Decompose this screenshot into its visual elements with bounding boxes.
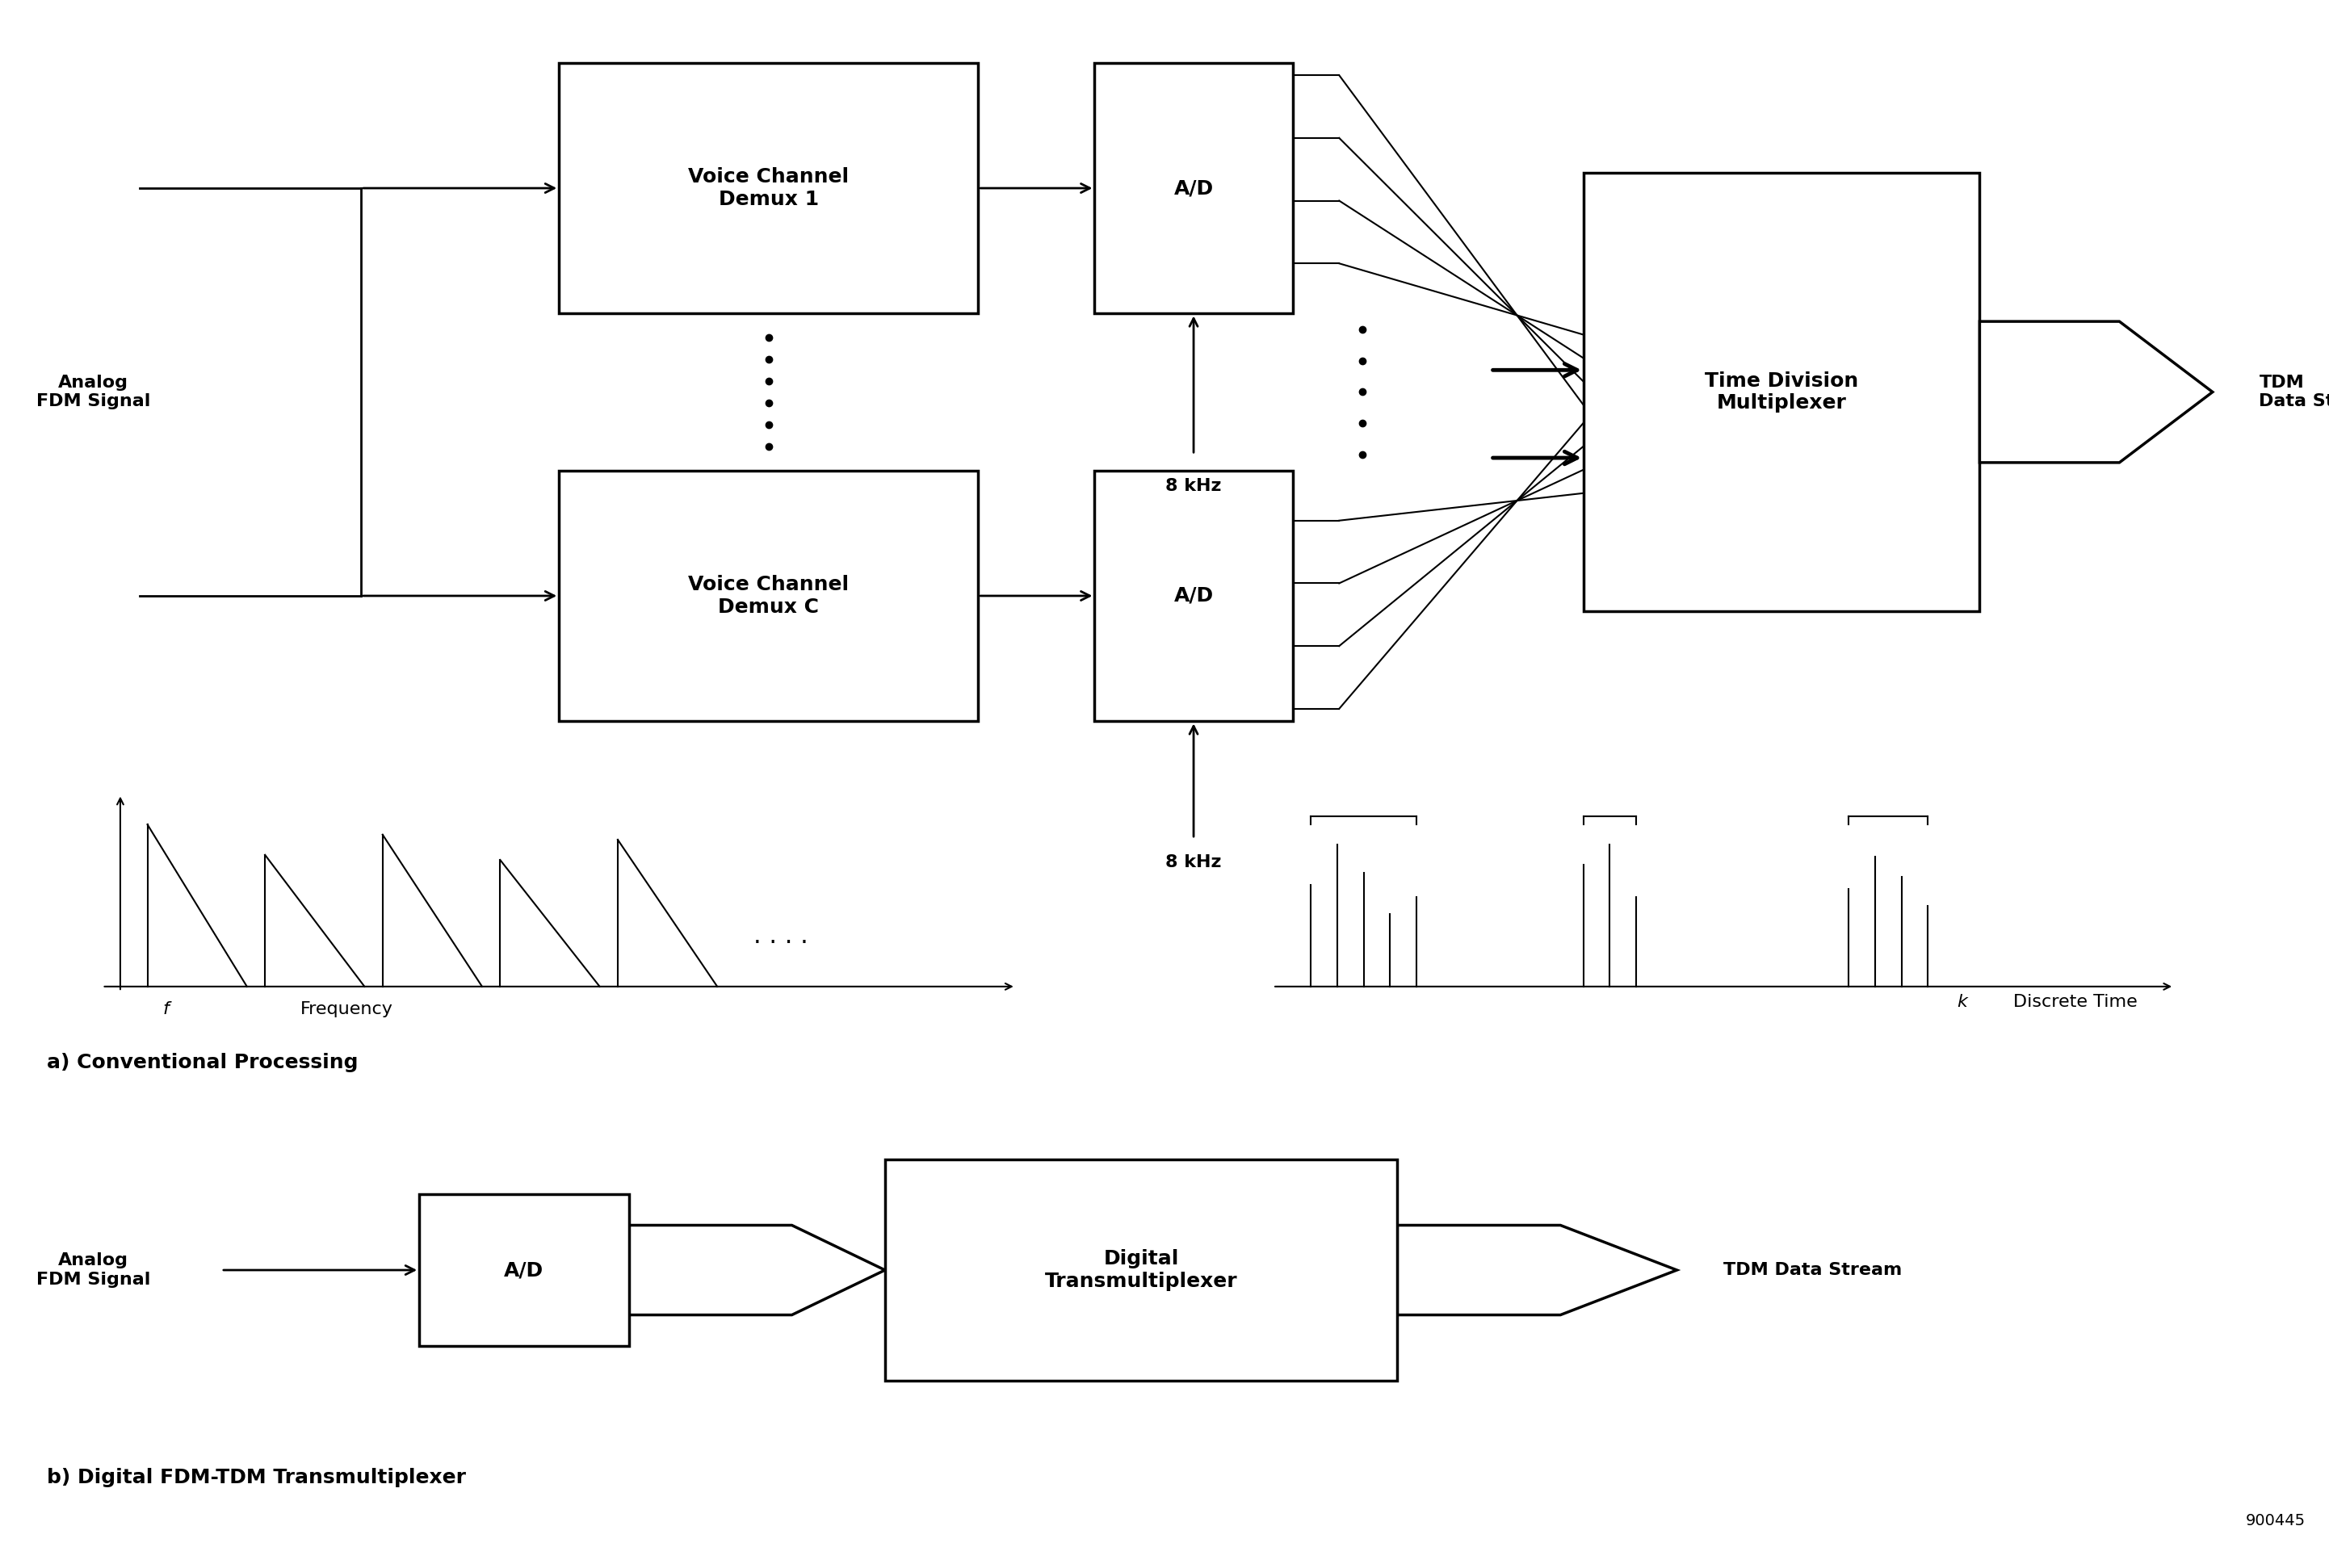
Text: A/D: A/D — [1174, 586, 1213, 605]
Text: 8 kHz: 8 kHz — [1164, 478, 1223, 494]
Text: Discrete Time: Discrete Time — [2015, 994, 2138, 1010]
Text: Voice Channel
Demux C: Voice Channel Demux C — [687, 575, 850, 616]
Text: Frequency: Frequency — [300, 1002, 394, 1018]
Text: Analog
FDM Signal: Analog FDM Signal — [35, 1253, 151, 1287]
Bar — [559, 63, 978, 314]
Text: k: k — [1956, 994, 1968, 1010]
Bar — [885, 1160, 1397, 1380]
Text: A/D: A/D — [503, 1261, 545, 1279]
Text: Digital
Transmultiplexer: Digital Transmultiplexer — [1046, 1250, 1237, 1290]
Text: . . . .: . . . . — [752, 924, 808, 947]
Text: Analog
FDM Signal: Analog FDM Signal — [35, 375, 151, 409]
Text: 900445: 900445 — [2245, 1513, 2306, 1529]
Bar — [419, 1195, 629, 1345]
Text: Voice Channel
Demux 1: Voice Channel Demux 1 — [687, 168, 850, 209]
Text: A/D: A/D — [1174, 179, 1213, 198]
Bar — [1095, 63, 1293, 314]
Text: f: f — [163, 1002, 168, 1018]
Text: b) Digital FDM-TDM Transmultiplexer: b) Digital FDM-TDM Transmultiplexer — [47, 1468, 466, 1488]
Text: TDM
Data Stream: TDM Data Stream — [2259, 375, 2329, 409]
Bar — [1584, 172, 1980, 612]
Polygon shape — [1397, 1225, 1677, 1316]
Polygon shape — [1980, 321, 2213, 463]
Text: TDM Data Stream: TDM Data Stream — [1723, 1262, 1903, 1278]
Text: 8 kHz: 8 kHz — [1164, 855, 1223, 870]
Text: a) Conventional Processing: a) Conventional Processing — [47, 1052, 359, 1073]
Bar — [559, 470, 978, 721]
Polygon shape — [629, 1225, 885, 1316]
Text: Time Division
Multiplexer: Time Division Multiplexer — [1705, 372, 1859, 412]
Bar — [1095, 470, 1293, 721]
